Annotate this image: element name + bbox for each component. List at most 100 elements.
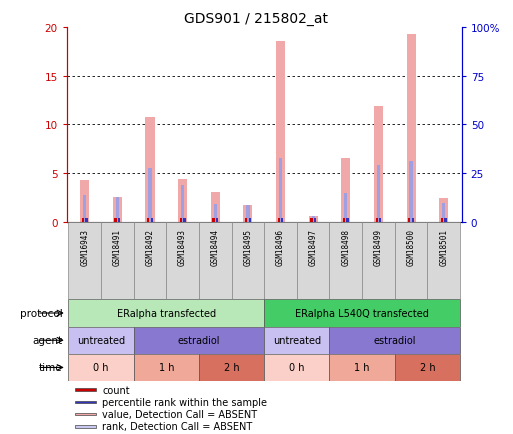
Bar [264, 222, 297, 300]
Bar [74, 388, 96, 391]
Text: count: count [102, 385, 130, 395]
Text: 2 h: 2 h [420, 363, 435, 372]
Bar [264, 327, 329, 354]
Bar [133, 354, 199, 381]
Text: GSM18492: GSM18492 [146, 228, 154, 265]
Bar [74, 425, 96, 427]
Text: 0 h: 0 h [93, 363, 109, 372]
Text: untreated: untreated [273, 335, 321, 345]
Bar [406, 35, 416, 222]
Text: 0 h: 0 h [289, 363, 305, 372]
Bar [68, 300, 264, 327]
Bar [346, 219, 349, 222]
Text: GSM18495: GSM18495 [243, 228, 252, 265]
Text: protocol: protocol [20, 308, 63, 318]
Bar [314, 219, 316, 222]
Bar [114, 219, 116, 222]
Bar [243, 206, 252, 222]
Text: GSM18497: GSM18497 [309, 228, 318, 265]
Bar [211, 192, 220, 222]
Bar [439, 199, 448, 222]
Bar [395, 222, 427, 300]
Text: GSM18496: GSM18496 [276, 228, 285, 265]
Bar [80, 181, 89, 222]
Text: estradiol: estradiol [177, 335, 220, 345]
Bar [145, 118, 154, 222]
Text: 2 h: 2 h [224, 363, 240, 372]
Bar [427, 222, 460, 300]
Text: estradiol: estradiol [373, 335, 416, 345]
Bar [199, 354, 264, 381]
Bar [278, 219, 280, 222]
Bar [181, 185, 184, 222]
Text: ERalpha transfected: ERalpha transfected [116, 308, 216, 318]
Text: rank, Detection Call = ABSENT: rank, Detection Call = ABSENT [102, 421, 252, 431]
Bar [264, 300, 460, 327]
Bar [279, 158, 282, 222]
Bar [133, 327, 264, 354]
Bar [68, 222, 101, 300]
Bar [409, 162, 413, 222]
Bar [297, 222, 329, 300]
Bar [248, 219, 251, 222]
Bar [246, 206, 249, 222]
Bar [444, 219, 447, 222]
Bar [264, 354, 329, 381]
Bar [74, 413, 96, 415]
Text: GSM18493: GSM18493 [178, 228, 187, 265]
Bar [180, 219, 182, 222]
Bar [245, 219, 247, 222]
Bar [115, 198, 119, 222]
Bar [374, 107, 383, 222]
Text: GDS901 / 215802_at: GDS901 / 215802_at [185, 12, 328, 26]
Text: value, Detection Call = ABSENT: value, Detection Call = ABSENT [102, 409, 258, 419]
Text: GSM18498: GSM18498 [341, 228, 350, 265]
Bar [276, 42, 285, 222]
Text: GSM18491: GSM18491 [113, 228, 122, 265]
Bar [133, 222, 166, 300]
Bar [83, 196, 86, 222]
Bar [329, 327, 460, 354]
Text: 1 h: 1 h [159, 363, 174, 372]
Bar [101, 222, 133, 300]
Text: agent: agent [33, 335, 63, 345]
Text: ERalpha L540Q transfected: ERalpha L540Q transfected [295, 308, 429, 318]
Bar [213, 205, 217, 222]
Text: untreated: untreated [77, 335, 125, 345]
Bar [82, 219, 84, 222]
Bar [148, 169, 151, 222]
Bar [309, 216, 318, 222]
Bar [412, 219, 414, 222]
Text: percentile rank within the sample: percentile rank within the sample [102, 397, 267, 407]
Bar [441, 219, 443, 222]
Bar [147, 219, 149, 222]
Text: GSM18494: GSM18494 [211, 228, 220, 265]
Bar [151, 219, 153, 222]
Bar [68, 327, 133, 354]
Bar [341, 159, 350, 222]
Bar [379, 219, 381, 222]
Bar [85, 219, 88, 222]
Text: GSM18499: GSM18499 [374, 228, 383, 265]
Text: time: time [39, 363, 63, 372]
Bar [212, 219, 214, 222]
Bar [395, 354, 460, 381]
Bar [74, 401, 96, 403]
Text: 1 h: 1 h [354, 363, 370, 372]
Bar [329, 222, 362, 300]
Bar [343, 219, 345, 222]
Text: GSM18500: GSM18500 [407, 228, 416, 265]
Bar [183, 219, 186, 222]
Bar [311, 217, 315, 222]
Bar [216, 219, 218, 222]
Text: GSM16943: GSM16943 [80, 228, 89, 265]
Bar [68, 354, 133, 381]
Bar [344, 194, 347, 222]
Bar [281, 219, 284, 222]
Bar [329, 354, 395, 381]
Bar [377, 166, 380, 222]
Bar [362, 222, 395, 300]
Bar [199, 222, 231, 300]
Bar [376, 219, 378, 222]
Bar [118, 219, 120, 222]
